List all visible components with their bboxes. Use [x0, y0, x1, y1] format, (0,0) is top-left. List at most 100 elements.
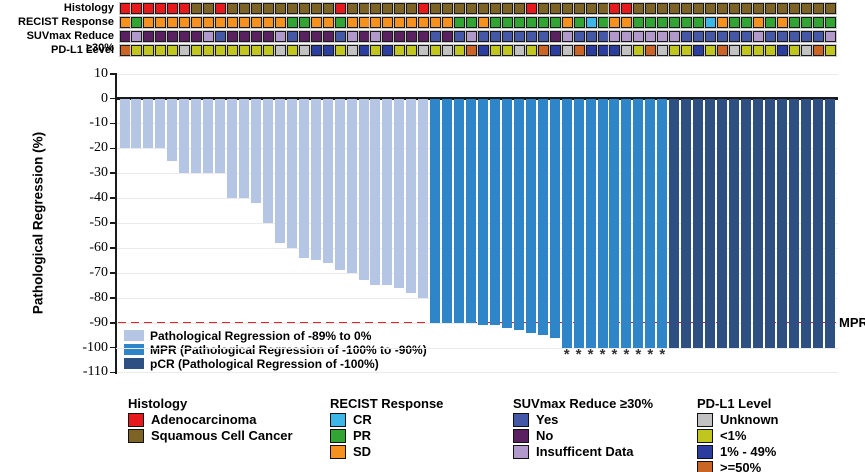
annotation-square	[597, 17, 609, 28]
annotation-square	[740, 3, 752, 14]
y-axis-title: Pathological Regression (%)	[30, 131, 46, 315]
y-tick-label: -110	[82, 364, 108, 380]
annotation-square	[131, 17, 143, 28]
gridline	[116, 223, 838, 224]
y-axis-tick	[110, 247, 117, 249]
chart-legend-swatch-mpr	[124, 344, 144, 355]
annotation-square	[740, 31, 752, 42]
legend-item-label: <1%	[720, 428, 747, 443]
annotation-square	[776, 17, 788, 28]
annotation-square	[179, 17, 191, 28]
annotation-square	[669, 31, 681, 42]
annotation-square	[418, 31, 430, 42]
annotation-square	[693, 31, 705, 42]
annotation-square	[430, 3, 442, 14]
annotation-square	[454, 3, 466, 14]
annotation-square	[717, 45, 728, 56]
pathological-regression-bar	[645, 98, 656, 348]
annotation-square	[298, 3, 310, 14]
annotation-square	[752, 3, 764, 14]
annotation-square	[418, 45, 430, 56]
annotation-square	[167, 31, 179, 42]
y-axis-tick	[110, 72, 117, 75]
annotation-square	[513, 3, 525, 14]
pathological-regression-bar	[788, 98, 799, 348]
annotation-square	[573, 45, 585, 56]
pathological-regression-bar	[776, 98, 787, 348]
annotation-square	[442, 17, 454, 28]
track-label-pdl1: PD-L1 Level	[51, 44, 114, 56]
annotation-square	[525, 45, 537, 56]
annotation-square	[513, 45, 525, 56]
annotation-square	[788, 31, 800, 42]
annotation-square	[633, 31, 645, 42]
annotation-square	[621, 3, 633, 14]
annotation-square	[310, 45, 322, 56]
annotation-square	[370, 31, 382, 42]
annotation-square	[478, 3, 489, 14]
y-tick-label: -80	[89, 289, 108, 305]
annotation-square	[489, 31, 501, 42]
annotation-square	[681, 45, 693, 56]
pathological-regression-bar	[633, 98, 644, 348]
pathological-regression-bar	[322, 98, 333, 263]
annotation-square	[609, 17, 621, 28]
y-tick-label: -60	[89, 239, 108, 255]
legend-group-title: RECIST Response	[330, 396, 444, 411]
pathological-regression-bar	[573, 98, 584, 348]
pathological-regression-bar	[800, 98, 811, 348]
y-tick-label: -90	[89, 314, 108, 330]
annotation-square	[824, 31, 836, 42]
pathological-regression-bar	[358, 98, 369, 281]
annotation-square	[549, 31, 561, 42]
annotation-square	[669, 45, 681, 56]
annotation-square	[250, 3, 262, 14]
annotation-square	[250, 17, 262, 28]
pathological-regression-bar	[298, 98, 309, 258]
annotation-square	[800, 45, 812, 56]
annotation-square	[119, 31, 131, 42]
annotation-square	[454, 45, 466, 56]
annotation-square	[537, 31, 549, 42]
pathological-regression-bar	[501, 98, 512, 328]
annotation-square	[274, 31, 286, 42]
annotation-square	[155, 45, 167, 56]
pathological-regression-bar	[191, 98, 202, 174]
legend-swatch	[128, 429, 144, 443]
pathological-regression-bar	[203, 98, 214, 174]
annotation-square	[633, 17, 645, 28]
annotation-square	[717, 31, 728, 42]
annotation-square	[561, 45, 573, 56]
annotation-square	[645, 3, 657, 14]
pathological-regression-bar	[286, 98, 297, 248]
annotation-square	[119, 3, 131, 14]
y-axis-tick	[110, 371, 117, 374]
annotation-square	[370, 17, 382, 28]
annotation-square	[203, 3, 215, 14]
annotation-square	[179, 45, 191, 56]
gridline	[116, 247, 838, 249]
annotation-square	[215, 45, 227, 56]
annotation-square	[645, 45, 657, 56]
pathological-regression-bar	[752, 98, 763, 348]
annotation-square	[537, 3, 549, 14]
annotation-square	[489, 45, 501, 56]
annotation-square	[824, 17, 836, 28]
annotation-square	[728, 17, 740, 28]
annotation-square	[286, 17, 298, 28]
pathological-regression-bar	[669, 98, 680, 348]
gridline	[116, 173, 838, 175]
annotation-square	[573, 17, 585, 28]
annotation-square	[609, 31, 621, 42]
annotation-square	[693, 3, 705, 14]
annotation-square	[525, 31, 537, 42]
legend-item-label: 1% - 49%	[720, 444, 777, 459]
annotation-square	[585, 17, 597, 28]
legend-item-label: PR	[353, 428, 372, 443]
annotation-square	[454, 17, 466, 28]
pathological-regression-bar	[525, 98, 536, 333]
chart-legend-swatch-standard	[124, 330, 144, 341]
annotation-square	[657, 17, 669, 28]
gridline	[116, 272, 838, 274]
annotation-square	[131, 3, 143, 14]
